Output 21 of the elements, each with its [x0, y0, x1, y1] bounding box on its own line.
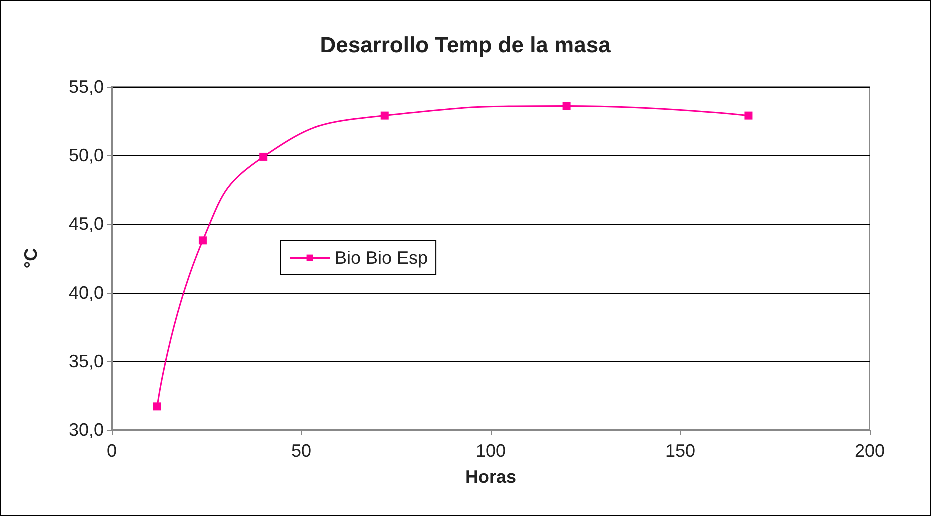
y-tick-label: 30,0: [68, 420, 104, 440]
point: [198, 236, 207, 245]
legend-label: Bio Bio Esp: [335, 248, 428, 268]
x-tick-label: 100: [476, 441, 506, 461]
x-tick-label: 50: [291, 441, 312, 461]
x-tick-label: 150: [665, 441, 696, 461]
y-tick-label: 35,0: [68, 351, 104, 372]
point: [260, 152, 268, 161]
x-tick-label: 200: [854, 441, 886, 461]
y-tick-label: 40,0: [68, 282, 104, 303]
y-tick-label: 55,0: [68, 77, 104, 97]
x-tick-label: 0: [106, 441, 118, 461]
point: [744, 112, 753, 120]
point: [380, 112, 389, 120]
y-axis-title: °C: [21, 248, 41, 269]
y-tick-label: 45,0: [68, 214, 104, 234]
y-tick-label: 50,0: [68, 146, 104, 166]
point: [153, 402, 162, 411]
chart-title: Desarrollo Temp de la masa: [320, 32, 612, 58]
x-axis-title: Horas: [465, 467, 517, 487]
point: [562, 102, 571, 110]
